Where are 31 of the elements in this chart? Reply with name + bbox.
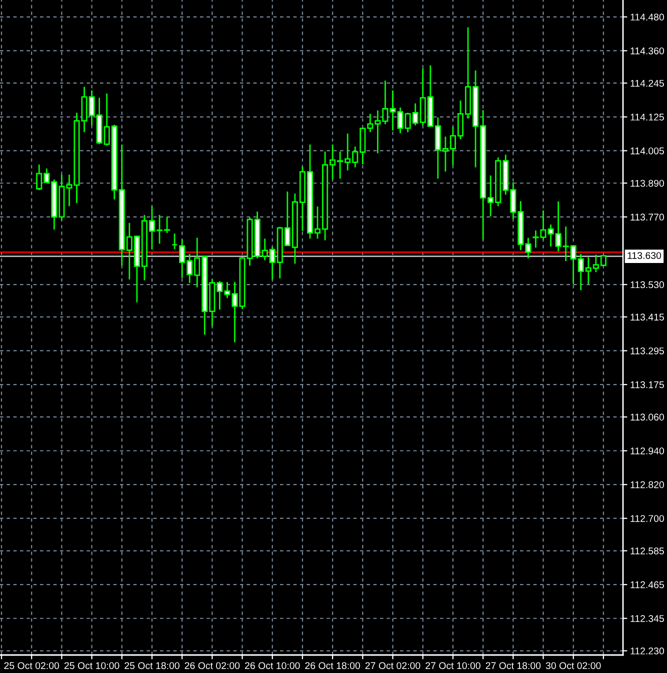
x-tick-label: 25 Oct 02:00 [4, 662, 60, 670]
x-tick-label: 27 Oct 02:00 [365, 662, 420, 670]
y-tick-label: 114.245 [630, 80, 664, 87]
x-tick-label: 26 Oct 18:00 [305, 662, 360, 670]
y-tick-label: 113.175 [630, 381, 664, 388]
y-tick-label: 112.585 [630, 547, 664, 554]
candlestick [172, 232, 178, 250]
y-tick-label: 112.345 [630, 615, 664, 622]
y-tick-label: 113.415 [630, 314, 664, 321]
ref-line-label: 113.630 [628, 252, 662, 259]
y-tick-label: 114.005 [630, 147, 664, 154]
y-tick-label: 113.770 [630, 214, 664, 221]
y-tick-label: 113.530 [630, 281, 664, 288]
y-tick-label: 114.360 [630, 47, 664, 54]
x-tick-label: 27 Oct 10:00 [426, 662, 480, 670]
y-tick-label: 112.230 [630, 648, 664, 654]
y-tick-label: 112.940 [630, 447, 664, 454]
y-tick-label: 113.890 [630, 180, 664, 187]
x-tick-label: 26 Oct 02:00 [184, 662, 240, 670]
x-tick-label: 27 Oct 18:00 [486, 662, 541, 670]
x-tick-label: 26 Oct 10:00 [245, 662, 300, 670]
y-tick-label: 113.295 [630, 347, 664, 354]
x-tick-label: 25 Oct 18:00 [124, 662, 180, 670]
y-tick-label: 112.465 [630, 581, 664, 588]
x-tick-label: 25 Oct 10:00 [64, 662, 120, 670]
y-tick-label: 112.700 [630, 515, 664, 522]
y-tick-label: 114.480 [630, 14, 664, 21]
y-tick-label: 112.820 [630, 481, 664, 488]
y-tick-label: 113.060 [630, 414, 664, 421]
x-tick-label: 30 Oct 02:00 [546, 662, 601, 670]
y-tick-label: 114.125 [630, 114, 664, 121]
